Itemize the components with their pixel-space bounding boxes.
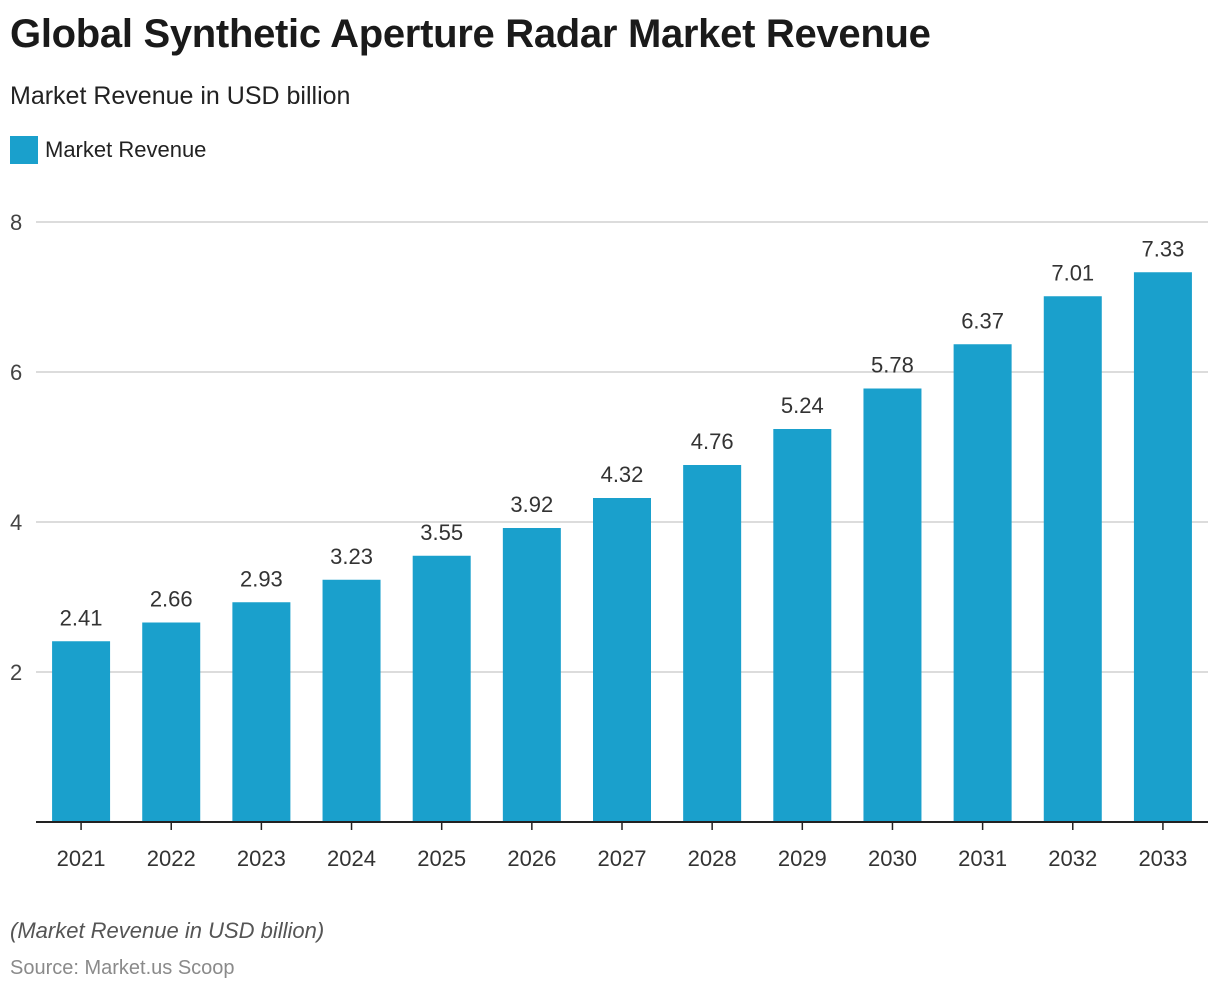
y-tick-label: 6 — [10, 360, 22, 385]
data-label: 3.92 — [510, 492, 553, 517]
x-tick-label: 2024 — [327, 846, 376, 871]
data-label: 6.37 — [961, 308, 1004, 333]
y-tick-label: 8 — [10, 210, 22, 235]
chart-title: Global Synthetic Aperture Radar Market R… — [10, 12, 931, 56]
bar — [773, 429, 832, 822]
x-tick-label: 2025 — [417, 846, 466, 871]
bar — [502, 528, 561, 822]
legend: Market Revenue — [10, 136, 206, 164]
data-label: 4.76 — [691, 429, 734, 454]
bar — [683, 465, 742, 822]
bar — [52, 641, 111, 822]
y-tick-label: 4 — [10, 510, 22, 535]
bar — [593, 498, 651, 822]
bar — [232, 602, 291, 822]
bar — [863, 388, 922, 822]
x-tick-label: 2029 — [778, 846, 827, 871]
x-tick-label: 2032 — [1048, 846, 1097, 871]
bar — [1133, 272, 1192, 822]
data-label: 5.78 — [871, 353, 914, 378]
data-label: 7.01 — [1051, 260, 1094, 285]
data-label: 2.93 — [240, 566, 283, 591]
data-label: 2.41 — [60, 605, 103, 630]
data-label: 3.55 — [420, 520, 463, 545]
legend-swatch — [10, 136, 38, 164]
x-tick-label: 2023 — [237, 846, 286, 871]
chart-subtitle: Market Revenue in USD billion — [10, 82, 351, 110]
x-tick-label: 2033 — [1138, 846, 1187, 871]
source-note: Source: Market.us Scoop — [10, 957, 235, 979]
data-label: 2.66 — [150, 587, 193, 612]
bar — [142, 622, 201, 822]
y-tick-label: 2 — [10, 660, 22, 685]
x-tick-label: 2021 — [57, 846, 106, 871]
bar — [1043, 296, 1102, 822]
data-label: 4.32 — [601, 462, 644, 487]
bar — [322, 579, 381, 822]
x-tick-label: 2026 — [507, 846, 556, 871]
x-tick-label: 2027 — [598, 846, 647, 871]
x-tick-label: 2031 — [958, 846, 1007, 871]
data-label: 3.23 — [330, 544, 373, 569]
data-label: 7.33 — [1142, 236, 1185, 261]
x-tick-label: 2030 — [868, 846, 917, 871]
footnote: (Market Revenue in USD billion) — [10, 918, 325, 943]
x-tick-label: 2022 — [147, 846, 196, 871]
bar — [412, 555, 471, 822]
legend-label: Market Revenue — [45, 137, 207, 162]
x-tick-label: 2028 — [688, 846, 737, 871]
data-label: 5.24 — [781, 393, 824, 418]
bar — [953, 344, 1012, 822]
